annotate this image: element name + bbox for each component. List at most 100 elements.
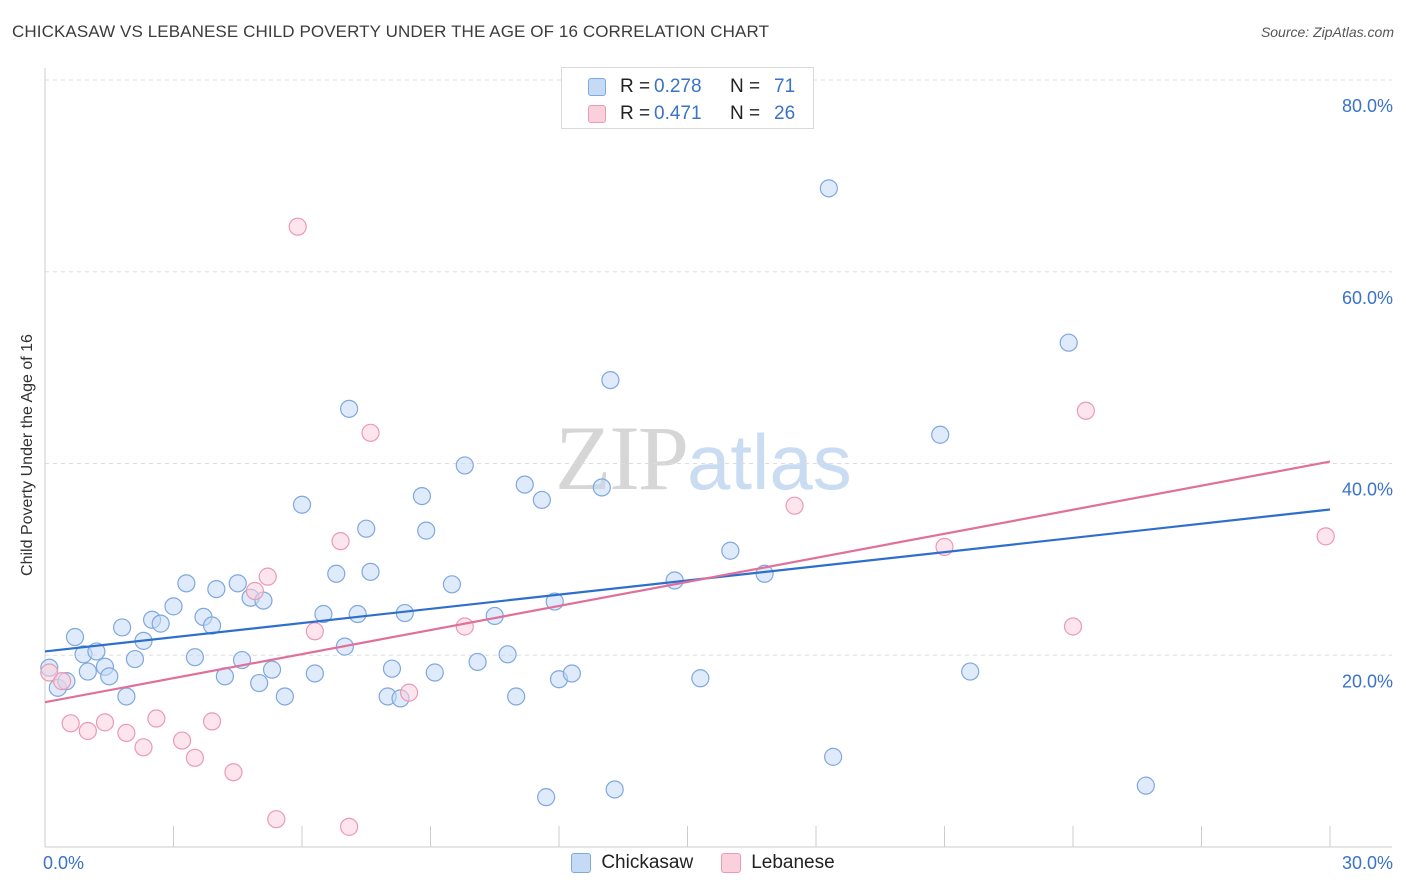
legend-r-value: 0.471 (654, 103, 702, 124)
chickasaw-point (125, 649, 145, 669)
chickasaw-point (65, 627, 85, 647)
lebanese-point (61, 714, 80, 733)
legend-row-lebanese: R = 0.471 N = 26 (588, 103, 795, 125)
chickasaw-point (468, 652, 487, 672)
lebanese-point (1316, 527, 1335, 546)
chickasaw-point (314, 604, 333, 624)
chickasaw-point (100, 667, 119, 686)
chickasaw-point (340, 399, 359, 418)
watermark-zip: ZIP (555, 407, 689, 509)
chickasaw-point (361, 562, 380, 581)
chart-title: CHICKASAW VS LEBANESE CHILD POVERTY UNDE… (12, 22, 770, 41)
chickasaw-point (177, 574, 196, 593)
lebanese-point (455, 617, 474, 636)
watermark: ZIPatlas (555, 405, 852, 511)
lebanese-point (267, 810, 286, 829)
chickasaw-point (412, 486, 432, 506)
chickasaw-point (262, 660, 282, 679)
chickasaw-point (961, 662, 980, 681)
stats-legend: R = 0.278 N = 71 R = 0.471 N = 26 (561, 67, 814, 129)
lebanese-trendline (44, 460, 1331, 704)
lebanese-point (134, 738, 153, 757)
chickasaw-swatch (588, 78, 606, 96)
chickasaw-point (292, 495, 312, 514)
chickasaw-point (382, 659, 402, 678)
chickasaw-point (507, 687, 526, 706)
lebanese-legend-swatch (721, 853, 742, 873)
series-legend: Chickasaw Lebanese (0, 852, 1406, 874)
chickasaw-point (442, 575, 462, 594)
chickasaw-point (417, 521, 436, 540)
chickasaw-point (1136, 776, 1155, 795)
legend-row-chickasaw: R = 0.278 N = 71 (588, 76, 795, 98)
chickasaw-legend-swatch (571, 853, 592, 873)
lebanese-point (53, 672, 72, 691)
legend-item-chickasaw[interactable]: Chickasaw (571, 852, 693, 874)
chickasaw-point (425, 663, 444, 682)
lebanese-legend-label: Lebanese (751, 852, 835, 873)
y-tick-label: 40.0% (1342, 480, 1393, 500)
lebanese-point (331, 532, 350, 551)
lebanese-point (258, 567, 277, 586)
chickasaw-point (601, 370, 620, 390)
chickasaw-trendline (44, 508, 1331, 653)
legend-n-label: N = (730, 76, 761, 97)
chickasaw-point (78, 662, 97, 681)
lebanese-point (785, 496, 804, 515)
legend-r-label: R = (620, 103, 651, 124)
lebanese-point (361, 423, 380, 442)
chickasaw-point (228, 574, 247, 593)
lebanese-point (40, 663, 59, 682)
lebanese-swatch (588, 105, 606, 123)
chickasaw-point (112, 618, 132, 637)
chickasaw-point (305, 664, 324, 683)
lebanese-point (1076, 401, 1095, 420)
lebanese-point (78, 721, 97, 741)
x-tick-label-min: 0.0% (43, 853, 84, 873)
watermark-atlas: atlas (687, 418, 852, 506)
chickasaw-point (532, 490, 551, 510)
chickasaw-point (164, 597, 183, 616)
lebanese-point (172, 731, 192, 750)
chickasaw-point (250, 673, 269, 693)
chickasaw-point (592, 478, 611, 497)
chickasaw-point (824, 747, 843, 766)
chickasaw-legend-label: Chickasaw (601, 852, 694, 873)
lebanese-point (1063, 617, 1083, 636)
lebanese-point (185, 748, 205, 767)
chickasaw-point (327, 564, 346, 583)
lebanese-point (288, 217, 307, 236)
chickasaw-point (537, 788, 556, 807)
legend-item-lebanese[interactable]: Lebanese (721, 852, 835, 874)
lebanese-point (399, 683, 419, 702)
chickasaw-point (562, 664, 581, 683)
chickasaw-point (721, 541, 740, 560)
lebanese-point (224, 763, 243, 782)
chickasaw-point (515, 475, 534, 494)
legend-r-value: 0.278 (654, 76, 702, 97)
chickasaw-point (357, 519, 376, 538)
x-tick-label-max: 30.0% (1342, 853, 1393, 873)
chickasaw-point (819, 179, 838, 198)
chickasaw-point (931, 425, 950, 444)
chickasaw-point (455, 456, 474, 475)
chickasaw-point (691, 669, 710, 688)
lebanese-point (245, 581, 264, 601)
source-label: Source: ZipAtlas.com (1260, 24, 1394, 40)
y-tick-label: 60.0% (1342, 288, 1393, 308)
lebanese-point (305, 622, 324, 641)
y-tick-label: 20.0% (1342, 671, 1393, 691)
lebanese-point (95, 713, 115, 732)
legend-n-value: 26 (774, 103, 796, 124)
chickasaw-point (207, 579, 226, 599)
chickasaw-point (348, 604, 367, 624)
y-tick-label: 80.0% (1342, 96, 1393, 116)
chickasaw-point (605, 780, 624, 799)
legend-n-value: 71 (774, 76, 796, 97)
lebanese-point (202, 712, 222, 731)
chickasaw-point (1059, 333, 1078, 352)
lebanese-point (117, 723, 136, 743)
chickasaw-point (117, 687, 136, 706)
chickasaw-point (151, 614, 170, 633)
